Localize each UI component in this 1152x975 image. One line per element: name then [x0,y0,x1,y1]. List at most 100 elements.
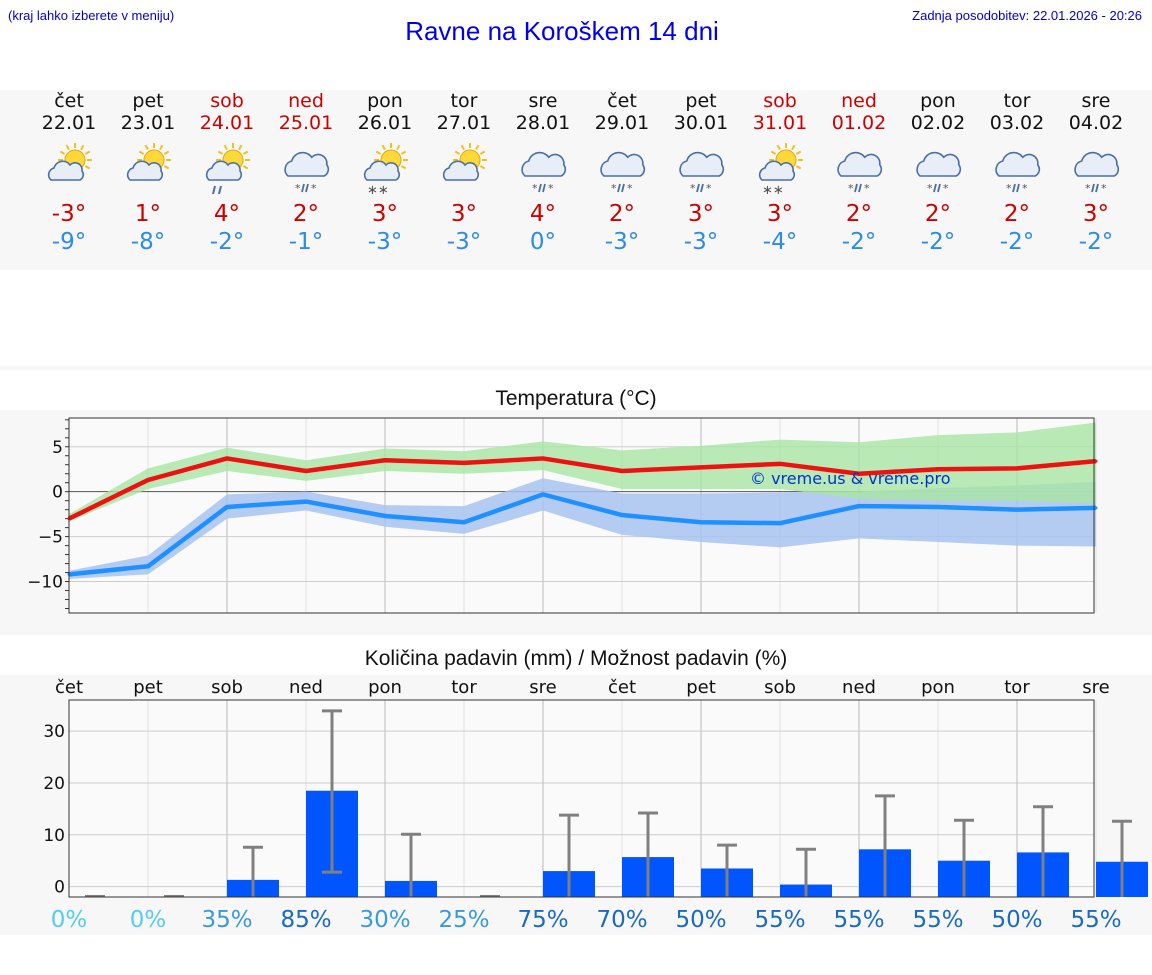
max-temp-point [936,467,940,471]
precip-probability: 55% [754,907,805,933]
temp-max: 3° [766,201,794,227]
min-temp-point [225,505,229,509]
max-temp-point [541,456,545,460]
day-column: ned 25.01 * * 2° -1° [267,90,345,256]
precip-probability: 55% [912,907,963,933]
day-column: ned 01.02 * * 2° -2° [820,90,898,256]
temp-min: -2° [920,229,956,255]
precip-probability: 25% [438,907,489,933]
day-column: sre 04.02 * * 3° -2° [1057,90,1135,256]
day-date: 01.02 [831,112,887,134]
min-temp-point [304,500,308,504]
min-temp-point [146,564,150,568]
max-temp-point [699,465,703,469]
y-tick-label: 0 [52,483,63,503]
cloud-sleet-icon: * * [679,151,725,195]
max-temp-point [304,469,308,473]
temp-max: 3° [1082,201,1110,227]
temp-max: 2° [608,201,636,227]
min-temp-point [857,504,861,508]
cloud-sleet-icon: * * [995,151,1041,195]
temp-min: -8° [130,229,166,255]
day-date: 25.01 [278,112,334,134]
watermark: © vreme.us & vreme.pro [750,469,951,488]
max-temp-point [857,472,861,476]
divider [0,366,1152,370]
day-date: 24.01 [199,112,255,134]
day-name: pon [920,90,956,112]
temp-min: -2° [999,229,1035,255]
day-date: 22.01 [41,112,97,134]
min-temp-point [1094,506,1098,510]
svg-text:*: * [848,182,854,195]
precip-probability: 0% [130,907,167,933]
location-hint: (kraj lahko izberete v meniju) [8,8,175,23]
precip-probability: 50% [675,907,726,933]
day-name: čet [54,90,84,112]
min-temp-point [936,505,940,509]
max-temp-point [383,458,387,462]
day-date: 02.02 [910,112,966,134]
precip-probability: 55% [1070,907,1121,933]
day-date: 04.02 [1068,112,1124,134]
cloud-sleet-icon: * * [1074,151,1120,195]
svg-text:*: * [1085,182,1091,195]
svg-text:∗∗: ∗∗ [367,183,389,198]
y-tick-label: 0 [54,878,65,898]
day-date: 31.01 [752,112,808,134]
day-name: čet [607,90,637,112]
day-date: 30.01 [673,112,729,134]
temp-min: -2° [209,229,245,255]
y-tick-label: 10 [43,826,65,846]
min-temp-point [462,520,466,524]
precipitation-chart-title: Količina padavin (mm) / Možnost padavin … [364,647,788,670]
y-tick-label: 5 [52,438,63,458]
y-tick-label: 20 [43,774,65,794]
min-temp-point [620,513,624,517]
sun-cloud-snow-icon: ∗∗ [758,143,803,198]
svg-text:*: * [943,182,949,195]
day-name: tor [450,90,478,112]
category-label: pon [368,677,402,698]
day-column: čet 22.01 -3° -9° [30,90,108,256]
day-date: 29.01 [594,112,650,134]
y-tick-label: −10 [27,573,63,593]
category-label: tor [1004,677,1030,698]
temp-min: -2° [1078,229,1114,255]
day-column: pon 26.01 ∗∗ 3° -3° [346,90,424,256]
day-date: 23.01 [120,112,176,134]
min-temp-point [383,514,387,518]
temp-min: 0° [529,229,557,255]
min-temp-point [1015,508,1019,512]
temperature-chart: 5 0 −5 −10 © vreme.us & vreme.pro [27,417,1098,614]
temp-max: 3° [450,201,478,227]
svg-text:*: * [1101,182,1107,195]
cloud-sleet-icon: * * [600,151,646,195]
y-tick-label: 30 [43,722,65,742]
max-temp-point [620,469,624,473]
day-column: tor 27.01 3° -3° [425,90,503,256]
precip-probability: 35% [201,907,252,933]
temp-min: -2° [841,229,877,255]
page-title: Ravne na Koroškem 14 dni [405,16,719,46]
temp-max: 3° [371,201,399,227]
day-date: 27.01 [436,112,492,134]
plot-frame [68,417,1095,614]
temp-min: -3° [683,229,719,255]
cloud-sleet-icon: * * [837,151,883,195]
temp-min: -1° [288,229,324,255]
temp-max: 1° [134,201,162,227]
svg-text:*: * [1006,182,1012,195]
cloud-sleet-icon: * * [916,151,962,195]
daily-forecast-strip: čet 22.01 -3° -9° pet 23.01 1° -8° sob 24.01 4° -2°… [0,90,1152,270]
sun-cloud-icon [442,143,487,181]
day-date: 03.02 [989,112,1045,134]
temp-max: 2° [292,201,320,227]
min-temp-line [68,492,1097,577]
day-column: pet 30.01 * * 3° -3° [662,90,740,256]
min-temp-point [699,520,703,524]
sun-cloud-snow-icon: ∗∗ [363,143,408,198]
day-name: tor [1003,90,1031,112]
last-updated: Zadnja posodobitev: 22.01.2026 - 20:26 [912,8,1142,23]
svg-text:*: * [532,182,538,195]
